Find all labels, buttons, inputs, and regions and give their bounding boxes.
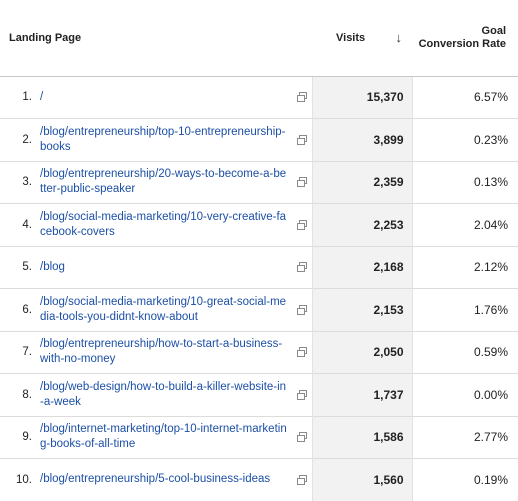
open-external-icon[interactable] xyxy=(296,389,308,401)
landing-page-cell: /blog/entrepreneurship/how-to-start-a-bu… xyxy=(36,331,312,374)
landing-page-link[interactable]: /blog/web-design/how-to-build-a-killer-w… xyxy=(40,380,287,408)
row-number: 10. xyxy=(16,473,32,486)
goal-conversion-rate-value: 0.23% xyxy=(473,132,508,147)
row-number: 7. xyxy=(22,346,32,359)
landing-page-link[interactable]: /blog/internet-marketing/top-10-internet… xyxy=(40,423,287,451)
landing-page-cell: /blog/social-media-marketing/10-great-so… xyxy=(36,289,312,332)
column-header-landing-page[interactable]: Landing Page xyxy=(0,0,312,77)
open-external-icon[interactable] xyxy=(296,176,308,188)
table-row: 9. /blog/internet-marketing/top-10-intern… xyxy=(0,416,518,459)
table-row: 3. /blog/entrepreneurship/20-ways-to-beco… xyxy=(0,161,518,204)
landing-page-cell: /blog/social-media-marketing/10-very-cre… xyxy=(36,204,312,247)
landing-page-link[interactable]: / xyxy=(40,90,44,103)
landing-page-link[interactable]: /blog/entrepreneurship/5-cool-business-i… xyxy=(40,473,271,486)
open-external-icon[interactable] xyxy=(296,431,308,443)
goal-conversion-rate-value: 0.13% xyxy=(473,175,508,190)
goal-conversion-rate-value: 0.00% xyxy=(473,387,508,402)
landing-page-link[interactable]: /blog/entrepreneurship/top-10-entreprene… xyxy=(40,125,286,153)
visits-value: 1,560 xyxy=(311,458,413,501)
landing-page-link[interactable]: /blog/entrepreneurship/20-ways-to-become… xyxy=(40,168,287,196)
landing-page-cell: /blog/entrepreneurship/5-cool-business-i… xyxy=(36,459,312,501)
landing-page-link[interactable]: /blog xyxy=(40,260,65,273)
landing-page-cell: /blog/entrepreneurship/20-ways-to-become… xyxy=(36,161,312,204)
goal-header-line1: Goal xyxy=(481,24,506,37)
visits-value: 2,153 xyxy=(311,288,413,331)
visits-value: 2,050 xyxy=(311,331,413,374)
row-number: 2. xyxy=(22,133,32,146)
table-row: 1. / 15,370 6.57% xyxy=(0,76,518,119)
goal-conversion-rate-value: 2.04% xyxy=(473,217,508,232)
landing-page-cell: /blog/entrepreneurship/top-10-entreprene… xyxy=(36,119,312,162)
goal-conversion-rate-value: 0.59% xyxy=(473,345,508,360)
landing-page-cell: /blog xyxy=(36,246,312,289)
goal-conversion-rate-value: 0.19% xyxy=(473,472,508,487)
table-row: 8. /blog/web-design/how-to-build-a-killer… xyxy=(0,373,518,417)
landing-page-cell: /blog/internet-marketing/top-10-internet… xyxy=(36,416,312,459)
open-external-icon[interactable] xyxy=(296,219,308,231)
row-number: 9. xyxy=(22,431,32,444)
visits-value: 15,370 xyxy=(311,76,413,119)
table-row: 2. /blog/entrepreneurship/top-10-entrepre… xyxy=(0,118,518,162)
column-header-goal-conversion-rate[interactable]: Goal Conversion Rate xyxy=(412,0,518,77)
open-external-icon[interactable] xyxy=(296,134,308,146)
row-number: 5. xyxy=(22,261,32,274)
row-number: 1. xyxy=(22,91,32,104)
goal-conversion-rate-value: 1.76% xyxy=(473,302,508,317)
table-row: 4. /blog/social-media-marketing/10-very-c… xyxy=(0,203,518,247)
row-number: 8. xyxy=(22,388,32,401)
visits-value: 1,737 xyxy=(311,373,413,416)
open-external-icon[interactable] xyxy=(296,474,308,486)
row-number: 6. xyxy=(22,303,32,316)
goal-conversion-rate-value: 6.57% xyxy=(473,90,508,105)
visits-value: 2,359 xyxy=(311,161,413,204)
table-row: 7. /blog/entrepreneurship/how-to-start-a-… xyxy=(0,331,518,374)
landing-page-link[interactable]: /blog/social-media-marketing/10-great-so… xyxy=(40,295,287,323)
visits-value: 1,586 xyxy=(311,416,413,459)
open-external-icon[interactable] xyxy=(296,304,308,316)
table-row: 10. /blog/entrepreneurship/5-cool-busines… xyxy=(0,458,518,501)
table-row: 6. /blog/social-media-marketing/10-great-… xyxy=(0,288,518,332)
open-external-icon[interactable] xyxy=(296,91,308,103)
goal-header-line2: Conversion Rate xyxy=(418,37,506,50)
visits-value: 2,253 xyxy=(311,203,413,246)
goal-conversion-rate-value: 2.12% xyxy=(473,260,508,275)
arrow-down-icon[interactable]: ↓ xyxy=(395,30,403,46)
open-external-icon[interactable] xyxy=(296,346,308,358)
visits-header-label: Visits xyxy=(336,31,366,44)
landing-page-header-label: Landing Page xyxy=(9,31,82,44)
landing-page-link[interactable]: /blog/social-media-marketing/10-very-cre… xyxy=(40,210,287,238)
landing-page-link[interactable]: /blog/entrepreneurship/how-to-start-a-bu… xyxy=(40,338,283,366)
table-header-row: Landing Page Visits ↓ Goal Conversion Ra… xyxy=(0,0,518,77)
column-header-visits[interactable]: Visits ↓ xyxy=(312,0,412,77)
table-row: 5. /blog 2,168 2.12% xyxy=(0,246,518,289)
goal-conversion-rate-value: 2.77% xyxy=(473,430,508,445)
landing-page-cell: /blog/web-design/how-to-build-a-killer-w… xyxy=(36,374,312,417)
visits-value: 2,168 xyxy=(311,246,413,289)
visits-value: 3,899 xyxy=(311,118,413,161)
row-number: 4. xyxy=(22,218,32,231)
open-external-icon[interactable] xyxy=(296,261,308,273)
landing-page-cell: / xyxy=(36,76,312,119)
row-number: 3. xyxy=(22,176,32,189)
